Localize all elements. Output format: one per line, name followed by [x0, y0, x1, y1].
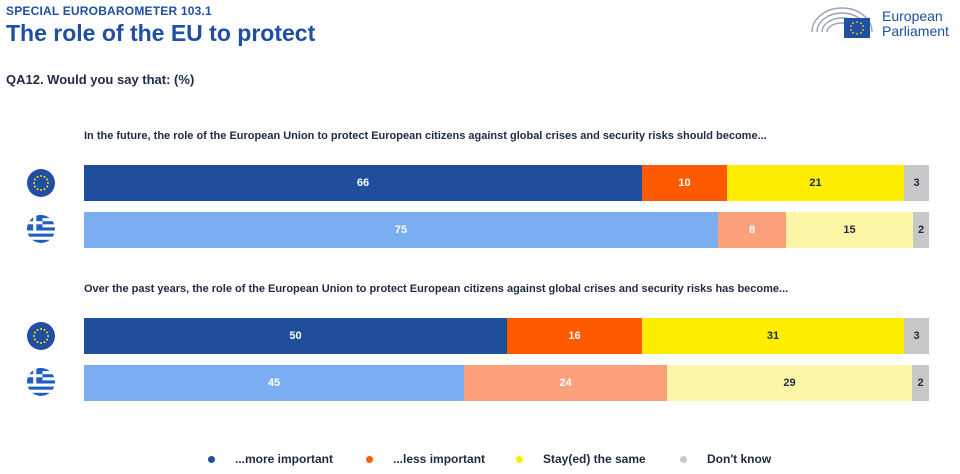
page-title: The role of the EU to protect [6, 20, 316, 46]
data-label: 24 [559, 377, 572, 389]
bar-future-greece: 75 8 15 2 [84, 212, 929, 248]
data-label: 3 [913, 177, 920, 189]
legend-label-dontknow: Don't know [707, 452, 772, 466]
data-label: 2 [917, 377, 924, 389]
bar-segment-dontknow: 2 [912, 365, 929, 401]
legend-label-more: ...more important [235, 452, 334, 466]
bar-segment-less: 24 [464, 365, 667, 401]
chart-legend: ...more important ...less important Stay… [0, 452, 960, 470]
european-parliament-logo: European Parliament [808, 2, 958, 42]
data-label: 29 [783, 377, 796, 389]
bar-segment-more: 75 [84, 212, 718, 248]
subquestion-future: In the future, the role of the European … [84, 130, 767, 142]
bar-segment-dontknow: 2 [913, 212, 929, 248]
data-label: 16 [568, 330, 581, 342]
data-label: 2 [917, 224, 925, 236]
data-label: 75 [394, 224, 408, 236]
bar-segment-same: 29 [667, 365, 912, 401]
legend-item-less: ...less important [366, 452, 485, 466]
question-label: QA12. Would you say that: (%) [6, 72, 195, 87]
bar-segment-dontknow: 3 [904, 165, 929, 201]
legend-swatch-less [366, 455, 373, 463]
bar-segment-same: 31 [642, 318, 904, 354]
bar-segment-more: 50 [84, 318, 507, 354]
eu-flag-icon [27, 322, 55, 350]
legend-label-same: Stay(ed) the same [543, 452, 646, 466]
bar-future-eu: 66 10 21 3 [84, 165, 929, 201]
bar-segment-same: 15 [786, 212, 913, 248]
data-label: 10 [678, 177, 691, 189]
legend-item-dontknow: Don't know [680, 452, 771, 466]
data-label: 3 [913, 330, 920, 342]
subquestion-past: Over the past years, the role of the Eur… [84, 283, 789, 295]
legend-label-less: ...less important [393, 452, 486, 466]
legend-swatch-dontknow [680, 455, 687, 463]
data-label: 15 [843, 224, 856, 236]
legend-swatch-more [208, 455, 215, 463]
bar-segment-same: 21 [727, 165, 904, 201]
legend-item-same: Stay(ed) the same [516, 452, 646, 466]
bar-segment-less: 16 [507, 318, 642, 354]
data-label: 66 [356, 177, 370, 189]
legend-item-more: ...more important [208, 452, 333, 466]
bar-segment-less: 8 [718, 212, 786, 248]
bar-past-greece: 45 24 29 2 [84, 365, 929, 401]
data-label: 45 [267, 377, 281, 389]
bar-segment-more: 66 [84, 165, 642, 201]
logo-line-2: Parliament [882, 23, 949, 39]
data-label: 21 [809, 177, 822, 189]
bar-past-eu: 50 16 31 3 [84, 318, 929, 354]
parliament-hemicycle-icon [811, 7, 873, 38]
logo-line-1: European [882, 8, 943, 24]
bar-segment-less: 10 [642, 165, 727, 201]
greece-flag-icon [27, 368, 55, 396]
data-label: 50 [289, 330, 302, 342]
data-label: 8 [748, 224, 756, 236]
bar-segment-dontknow: 3 [904, 318, 929, 354]
greece-flag-icon [27, 215, 55, 243]
eu-flag-icon [27, 169, 55, 197]
legend-swatch-same [516, 455, 523, 463]
report-kicker: SPECIAL EUROBAROMETER 103.1 [6, 4, 212, 18]
bar-segment-more: 45 [84, 365, 464, 401]
data-label: 31 [766, 330, 780, 342]
